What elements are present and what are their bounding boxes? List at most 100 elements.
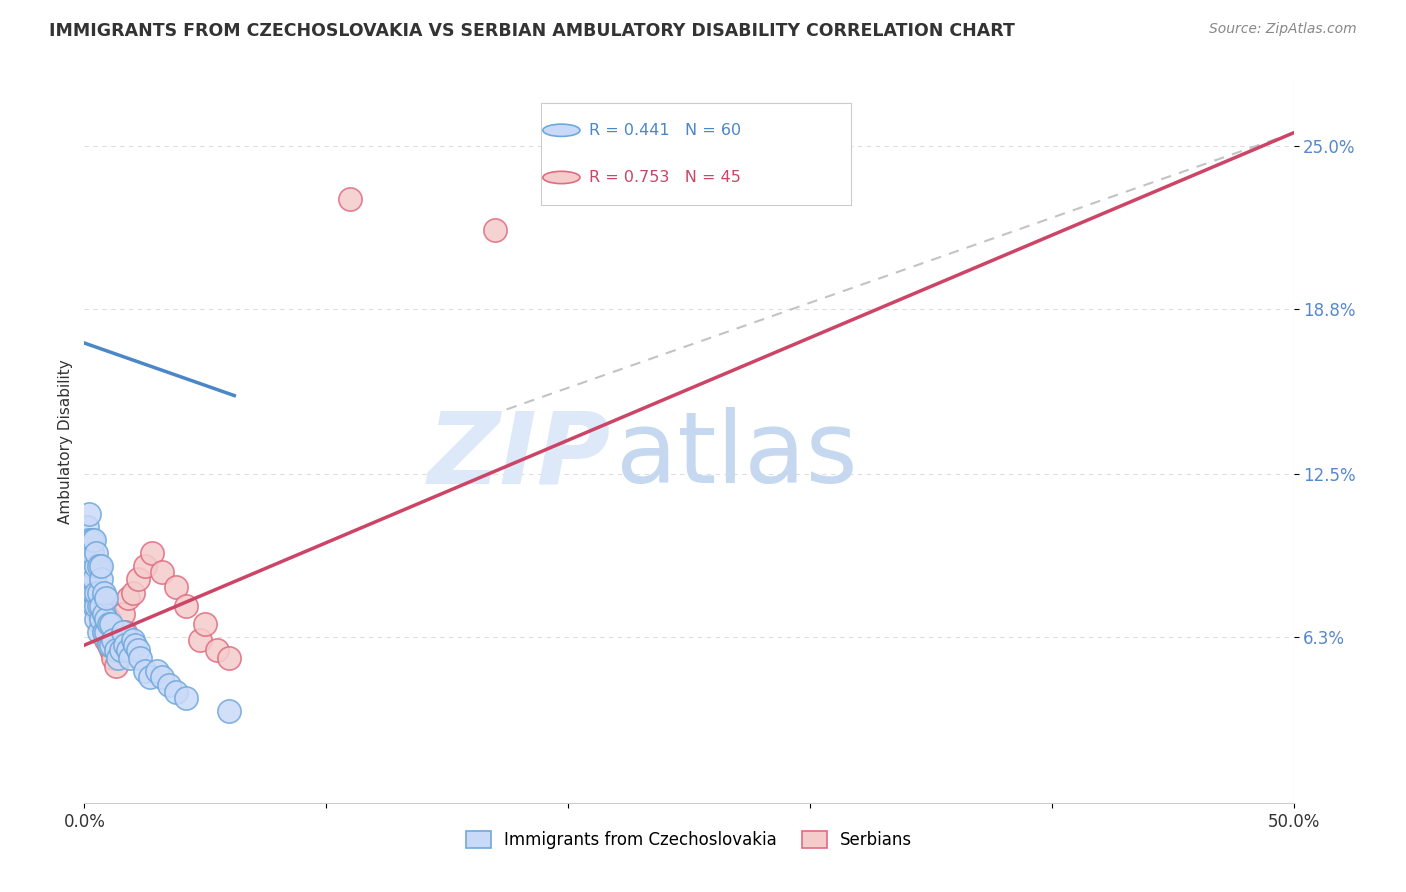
- Point: [86, 599, 108, 613]
- Point: [218, 704, 240, 718]
- Point: [97, 617, 120, 632]
- Point: [90, 591, 112, 605]
- Point: [93, 585, 115, 599]
- Point: [138, 670, 160, 684]
- Point: [100, 643, 122, 657]
- Point: [174, 599, 197, 613]
- Point: [339, 192, 361, 206]
- Point: [121, 585, 143, 599]
- Point: [83, 573, 105, 587]
- Point: [190, 632, 212, 647]
- Point: [93, 607, 115, 621]
- Point: [150, 670, 173, 684]
- Point: [127, 573, 149, 587]
- Point: [80, 573, 103, 587]
- Point: [146, 665, 169, 679]
- Point: [112, 607, 135, 621]
- Point: [87, 607, 110, 621]
- Point: [120, 651, 142, 665]
- Point: [83, 599, 105, 613]
- Point: [83, 533, 105, 547]
- Point: [94, 632, 117, 647]
- Point: [93, 625, 115, 640]
- Point: [87, 599, 110, 613]
- Point: [112, 625, 135, 640]
- Point: [134, 665, 156, 679]
- Point: [100, 638, 122, 652]
- Point: [127, 643, 149, 657]
- Point: [80, 559, 103, 574]
- Point: [80, 580, 103, 594]
- Legend: Immigrants from Czechoslovakia, Serbians: Immigrants from Czechoslovakia, Serbians: [458, 824, 920, 856]
- Point: [165, 580, 187, 594]
- Point: [121, 632, 143, 647]
- Point: [107, 651, 129, 665]
- Point: [93, 599, 115, 613]
- Point: [94, 607, 117, 621]
- Point: [86, 559, 108, 574]
- Point: [103, 651, 125, 665]
- Point: [77, 507, 100, 521]
- Point: [87, 625, 110, 640]
- Text: Source: ZipAtlas.com: Source: ZipAtlas.com: [1209, 22, 1357, 37]
- Point: [207, 643, 229, 657]
- Text: IMMIGRANTS FROM CZECHOSLOVAKIA VS SERBIAN AMBULATORY DISABILITY CORRELATION CHAR: IMMIGRANTS FROM CZECHOSLOVAKIA VS SERBIA…: [49, 22, 1015, 40]
- Text: R = 0.753   N = 45: R = 0.753 N = 45: [589, 170, 741, 185]
- Point: [77, 546, 100, 560]
- Point: [174, 690, 197, 705]
- Point: [110, 643, 132, 657]
- Point: [194, 617, 217, 632]
- Point: [104, 659, 127, 673]
- Point: [83, 585, 105, 599]
- Point: [134, 559, 156, 574]
- Circle shape: [543, 171, 581, 184]
- Point: [87, 585, 110, 599]
- Point: [83, 591, 105, 605]
- Point: [80, 546, 103, 560]
- Point: [80, 585, 103, 599]
- Point: [97, 638, 120, 652]
- Point: [165, 685, 187, 699]
- Point: [114, 638, 136, 652]
- Point: [76, 546, 98, 560]
- Point: [94, 591, 117, 605]
- Point: [87, 559, 110, 574]
- Point: [77, 533, 100, 547]
- Point: [484, 223, 506, 237]
- Point: [86, 546, 108, 560]
- Point: [90, 559, 112, 574]
- Point: [93, 625, 115, 640]
- Point: [94, 612, 117, 626]
- Point: [77, 554, 100, 568]
- Point: [80, 546, 103, 560]
- Point: [77, 573, 100, 587]
- Point: [117, 643, 139, 657]
- Point: [129, 651, 152, 665]
- Point: [77, 573, 100, 587]
- Point: [90, 573, 112, 587]
- Circle shape: [543, 124, 581, 136]
- Point: [76, 533, 98, 547]
- Y-axis label: Ambulatory Disability: Ambulatory Disability: [58, 359, 73, 524]
- Point: [157, 677, 180, 691]
- Point: [86, 612, 108, 626]
- Point: [83, 573, 105, 587]
- Point: [76, 520, 98, 534]
- Point: [107, 638, 129, 652]
- Point: [104, 643, 127, 657]
- Point: [90, 617, 112, 632]
- Point: [110, 643, 132, 657]
- Point: [141, 546, 163, 560]
- Point: [90, 599, 112, 613]
- Point: [114, 625, 136, 640]
- Point: [86, 580, 108, 594]
- Point: [97, 638, 120, 652]
- Point: [86, 599, 108, 613]
- Point: [87, 585, 110, 599]
- Point: [76, 559, 98, 574]
- Point: [86, 559, 108, 574]
- Point: [80, 565, 103, 579]
- Point: [77, 533, 100, 547]
- Point: [150, 565, 173, 579]
- Text: R = 0.441   N = 60: R = 0.441 N = 60: [589, 123, 741, 137]
